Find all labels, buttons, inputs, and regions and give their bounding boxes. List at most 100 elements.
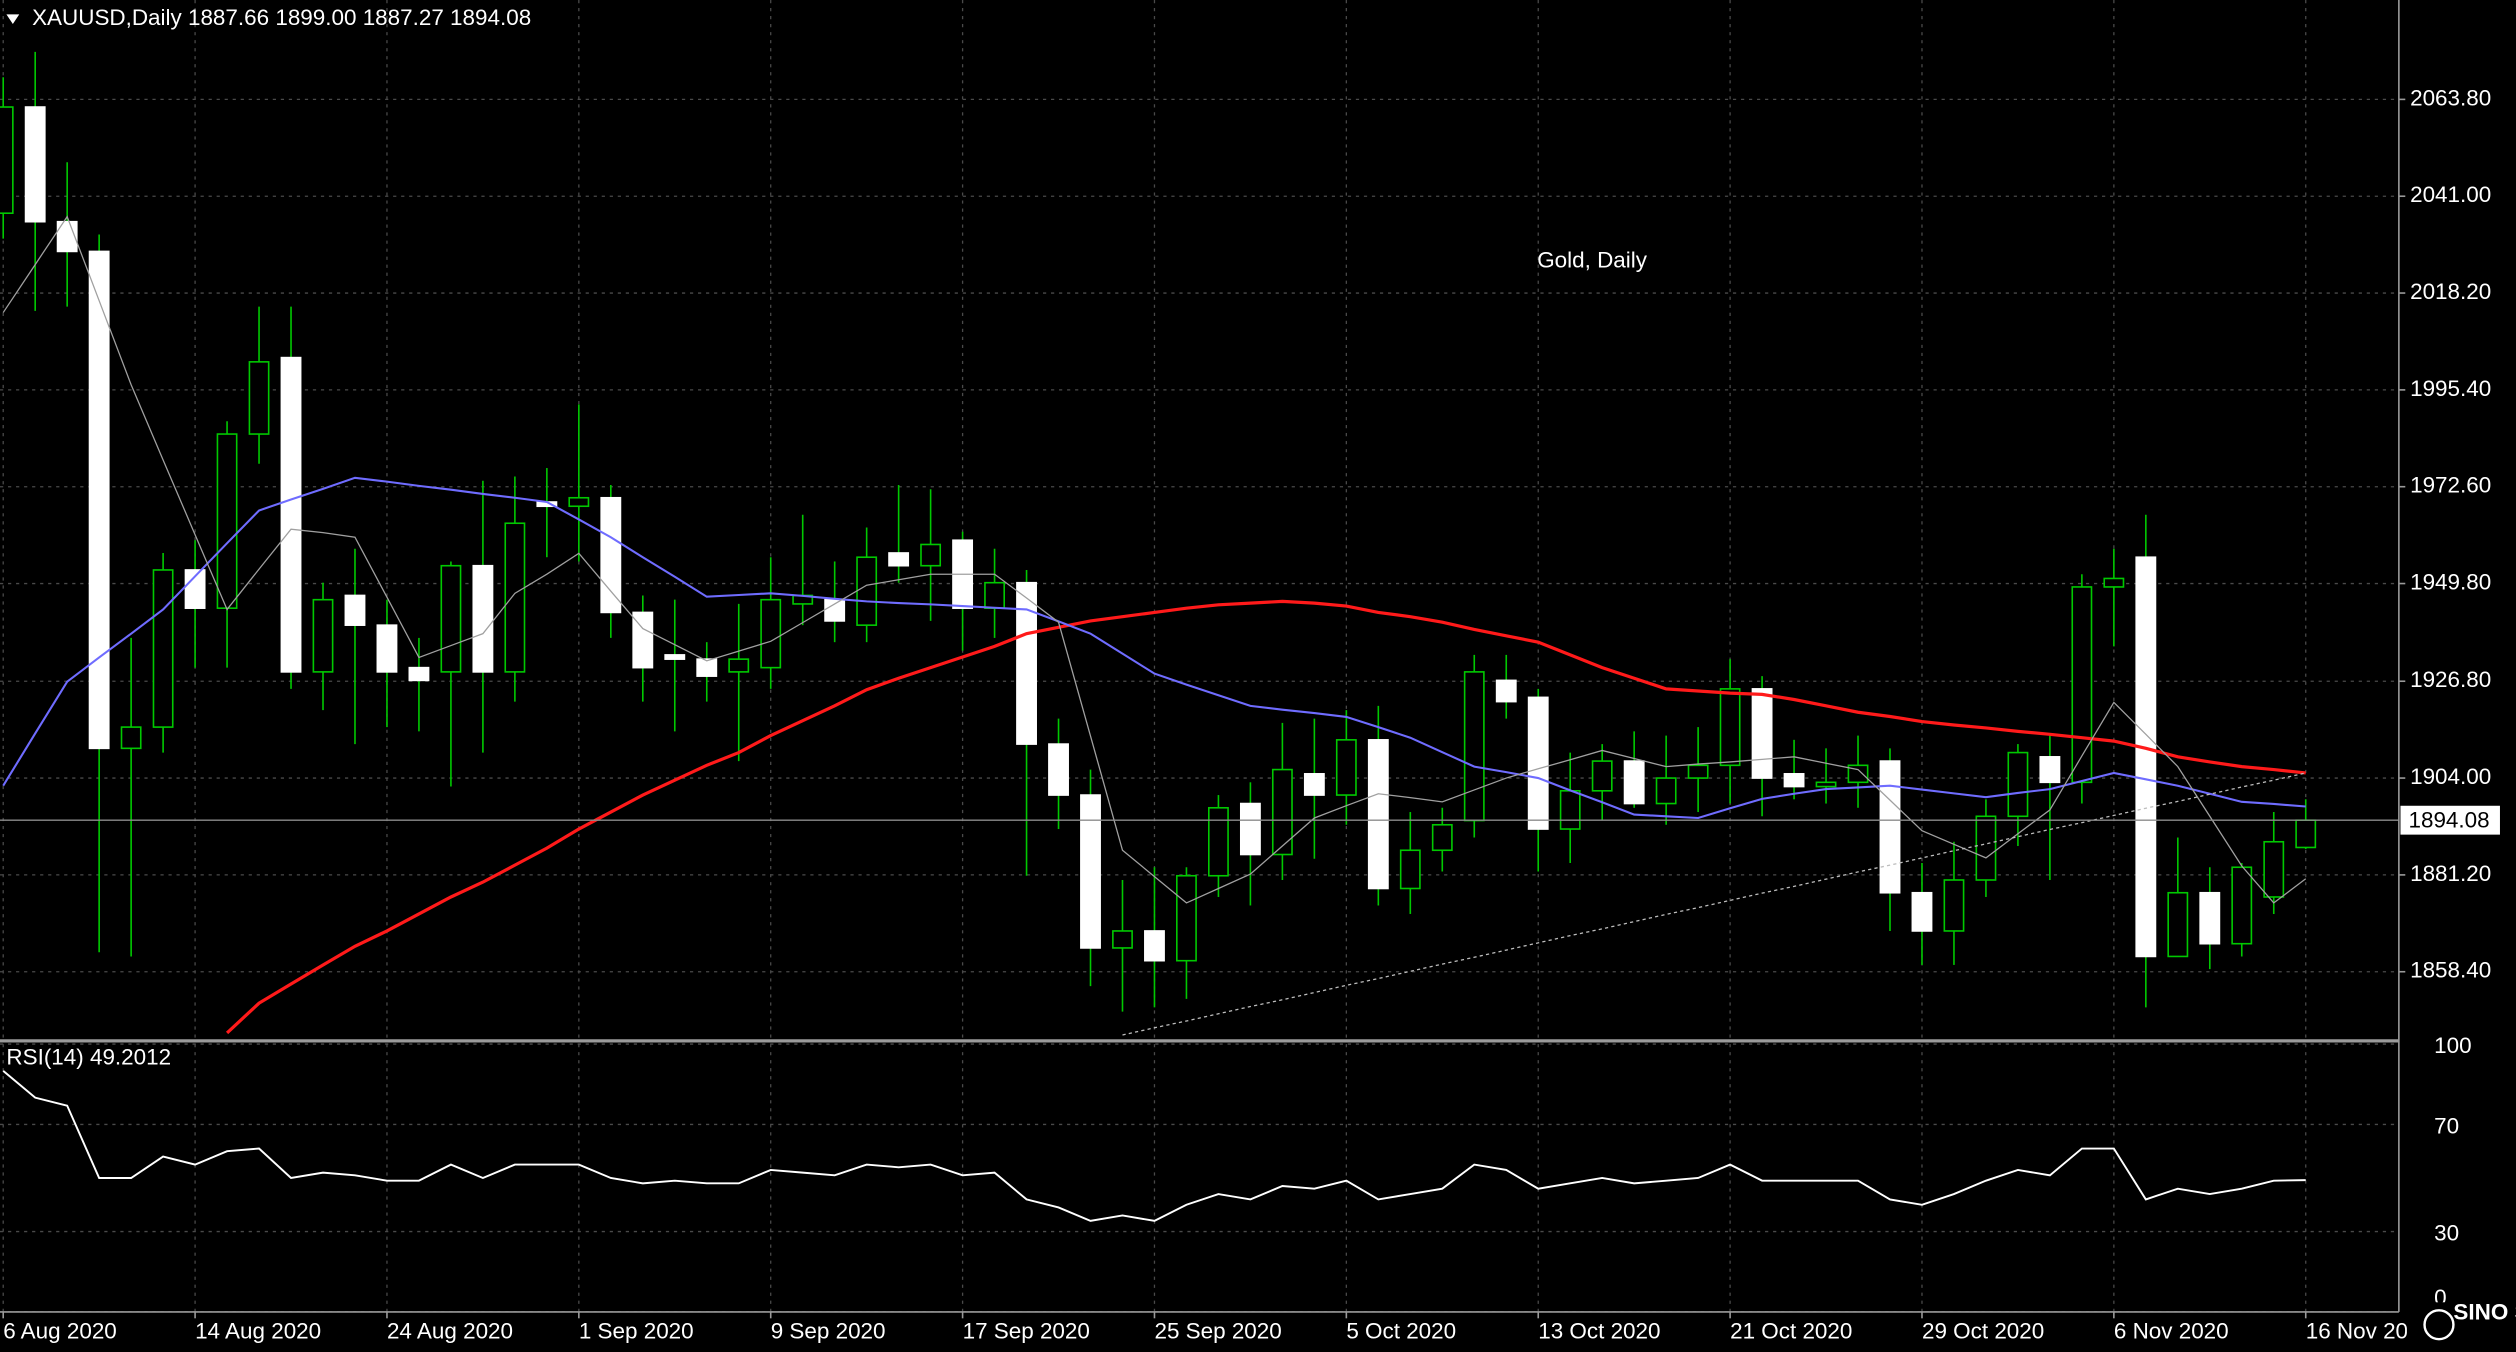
candle-body: [2231, 866, 2253, 945]
candle-body: [504, 522, 526, 673]
candle-body: [1048, 743, 1069, 796]
price-panel: [0, 51, 2399, 1036]
price-label: 1894.08: [2408, 808, 2489, 833]
candle-body: [2167, 891, 2189, 958]
x-tick-label: 25 Sep 2020: [1154, 1319, 1281, 1344]
candle-body: [1431, 823, 1453, 852]
y-tick-label: 1972.60: [2410, 473, 2491, 498]
candle-body: [344, 594, 366, 626]
candle-body: [2039, 756, 2061, 784]
x-tick-label: 5 Oct 2020: [1346, 1319, 1456, 1344]
candle-body: [440, 564, 462, 673]
candle-body: [1016, 581, 1037, 745]
candle-body: [1239, 802, 1261, 856]
candle-body: [1911, 891, 1933, 932]
candle-body: [1495, 679, 1517, 703]
candle-body: [120, 726, 142, 750]
x-tick-label: 6 Aug 2020: [3, 1319, 117, 1344]
candle-body: [888, 552, 910, 567]
x-tick-label: 17 Sep 2020: [963, 1319, 1090, 1344]
candle-body: [2295, 819, 2317, 849]
candle-body: [856, 556, 878, 626]
x-tick-label: 14 Aug 2020: [195, 1319, 321, 1344]
candle-body: [1303, 773, 1325, 796]
candle-body: [984, 581, 1006, 609]
candle-body: [2007, 751, 2029, 818]
candle-body: [184, 569, 206, 609]
candle-body: [1719, 688, 1741, 767]
y-tick-label: 1881.20: [2410, 861, 2491, 886]
candle-body: [1655, 777, 1677, 805]
chart-header: XAUUSD,Daily 1887.66 1899.00 1887.27 189…: [32, 5, 531, 30]
candle-body: [1623, 760, 1645, 805]
candle-body: [1591, 760, 1613, 792]
candle-body: [824, 598, 846, 622]
candle-body: [1943, 879, 1965, 932]
candle-body: [1751, 688, 1773, 779]
candle-body: [1335, 739, 1357, 796]
candle-body: [1975, 815, 1997, 881]
y-tick-label: 1995.40: [2410, 376, 2491, 401]
candle-body: [1783, 773, 1805, 788]
candle-body: [312, 598, 334, 673]
candle-body: [1527, 696, 1549, 830]
y-tick-label: 1926.80: [2410, 667, 2491, 692]
candle-body: [920, 543, 942, 567]
candle-body: [1176, 874, 1197, 962]
x-tick-label: 6 Nov 2020: [2114, 1319, 2229, 1344]
candle-body: [1559, 790, 1581, 830]
x-tick-label: 13 Oct 2020: [1538, 1319, 1660, 1344]
menu-arrow: [6, 14, 20, 25]
candle-body: [664, 654, 686, 660]
y-tick-label: 2041.00: [2410, 182, 2491, 207]
candle-body: [280, 356, 302, 673]
x-tick-label: 9 Sep 2020: [771, 1319, 886, 1344]
watermark: Gold, Daily: [1537, 247, 1648, 272]
moving-average: [225, 599, 2306, 1035]
candle-body: [472, 564, 494, 673]
y-tick-label: 1904.00: [2410, 764, 2491, 789]
candle-body: [1463, 671, 1485, 822]
candle-body: [600, 496, 622, 614]
x-tick-label: 29 Oct 2020: [1922, 1319, 2044, 1344]
candle-body: [760, 598, 782, 669]
logo: SINO SOUND: [2453, 1299, 2516, 1324]
candle-body: [1879, 760, 1901, 894]
candle-body: [216, 433, 238, 609]
rsi-tick-label: 100: [2434, 1033, 2471, 1058]
logo-mark: [2423, 1309, 2455, 1341]
candle-body: [696, 658, 718, 677]
moving-average: [2, 476, 2306, 820]
candle-body: [408, 666, 430, 682]
candle-body: [728, 658, 750, 673]
candle-body: [1144, 930, 1165, 962]
candle-body: [2199, 891, 2221, 945]
candle-body: [632, 611, 654, 669]
candle-body: [0, 106, 14, 215]
candle-body: [1208, 806, 1229, 877]
rsi-label: RSI(14) 49.2012: [6, 1044, 171, 1069]
y-tick-label: 1949.80: [2410, 569, 2491, 594]
candle-body: [1847, 764, 1869, 784]
y-tick-label: 2063.80: [2410, 85, 2491, 110]
candle-body: [88, 250, 110, 750]
candle-body: [1687, 764, 1709, 779]
candle-body: [248, 361, 270, 435]
x-tick-label: 21 Oct 2020: [1730, 1319, 1852, 1344]
price-label-box: [2400, 805, 2500, 835]
rsi-line: [2, 1070, 2306, 1222]
candle-body: [2103, 577, 2125, 588]
candle-body: [1399, 849, 1421, 890]
rsi-tick-label: 70: [2434, 1114, 2459, 1139]
moving-average: [1122, 772, 2306, 1036]
x-tick-label: 24 Aug 2020: [387, 1319, 513, 1344]
candle-body: [568, 496, 590, 508]
candle-body: [1271, 768, 1293, 856]
rsi-panel: [2, 1070, 2306, 1222]
candle-body: [152, 569, 174, 728]
candle-body: [1112, 930, 1133, 949]
candle-body: [376, 624, 398, 673]
